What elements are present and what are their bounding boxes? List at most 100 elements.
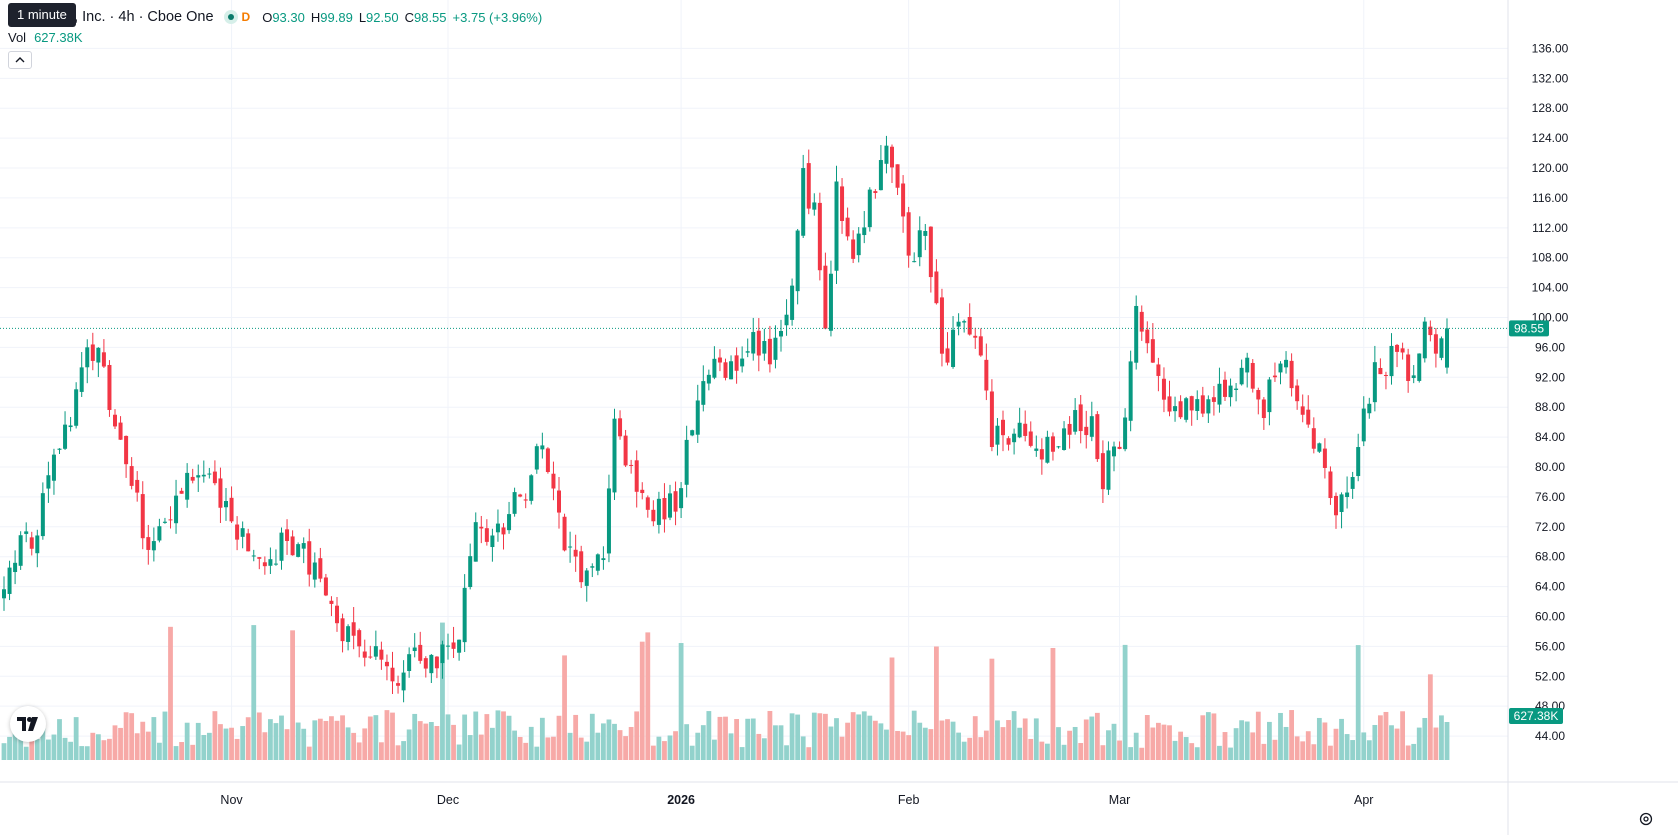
volume-bar — [478, 734, 484, 760]
chart-settings-button[interactable] — [1636, 809, 1656, 829]
candle — [268, 547, 273, 574]
volume-bar — [84, 746, 90, 760]
volume-bar — [262, 732, 268, 760]
candle — [1073, 398, 1078, 435]
volume-bar — [190, 744, 196, 760]
time-axis[interactable]: Nov Dec 2026 Feb Mar Apr — [0, 781, 1678, 807]
volume-bar — [811, 712, 817, 760]
volume-bar — [157, 742, 162, 760]
volume-bar — [1161, 724, 1167, 760]
candle — [562, 513, 567, 552]
market-status-icon[interactable] — [223, 10, 238, 24]
volume-bar — [295, 722, 301, 760]
volume-bar — [1106, 730, 1111, 760]
volume-bar — [1189, 743, 1195, 760]
candle — [246, 528, 251, 552]
candle — [401, 660, 406, 703]
volume-bar — [1089, 716, 1095, 760]
candle — [806, 149, 811, 215]
volume-bar — [384, 710, 390, 760]
candle — [140, 481, 145, 550]
candle — [762, 328, 767, 361]
candle — [29, 531, 34, 556]
volume-bar — [773, 725, 778, 760]
volume-bar — [1217, 745, 1222, 760]
volume-bar — [1100, 745, 1106, 760]
volume-bar — [1144, 715, 1150, 760]
volume-bar — [545, 737, 551, 760]
x-tick-label: Apr — [1354, 793, 1373, 807]
volume-label[interactable]: Vol — [8, 30, 27, 45]
volume-bar — [512, 730, 517, 760]
volume-bar — [551, 736, 556, 760]
volume-bar — [1006, 720, 1011, 760]
change-value: +3.75 (+3.96%) — [452, 9, 543, 25]
volume-bar — [972, 716, 978, 760]
candle — [201, 460, 206, 483]
candle — [113, 409, 117, 430]
candle — [1217, 367, 1222, 413]
volume-bar — [151, 717, 157, 760]
volume-bar — [745, 718, 751, 760]
volume-bar — [712, 739, 717, 760]
candle — [224, 487, 228, 521]
candle — [146, 524, 151, 565]
x-tick-label: Nov — [220, 793, 243, 807]
candle — [934, 259, 939, 305]
candle — [540, 432, 545, 459]
close-value: C98.55 — [404, 9, 447, 25]
volume-bar — [195, 722, 201, 760]
volume-bar — [490, 727, 495, 760]
volume-bar — [978, 737, 984, 760]
candle — [440, 640, 445, 679]
candle — [856, 227, 861, 263]
candle — [1211, 385, 1216, 416]
candle — [351, 607, 356, 650]
volume-bar — [689, 745, 695, 760]
volume-bar — [501, 711, 506, 760]
candle — [1106, 441, 1111, 495]
y-tick-label: 80.00 — [1535, 460, 1565, 474]
candle — [606, 474, 611, 563]
volume-bar — [673, 731, 678, 760]
candle — [812, 193, 817, 216]
candle — [473, 512, 478, 562]
exchange-badge[interactable]: D — [241, 10, 251, 24]
volume-bar — [756, 733, 762, 760]
candle — [1001, 410, 1005, 452]
candle — [579, 545, 584, 589]
candle — [346, 624, 351, 651]
candle — [851, 230, 856, 264]
volume-bar — [206, 732, 212, 760]
candle — [712, 346, 717, 380]
volume-bar — [1205, 712, 1211, 760]
candle — [717, 349, 722, 372]
last-price-label: 98.55 — [1514, 321, 1544, 335]
volume-bar — [1267, 721, 1272, 760]
candle — [357, 628, 362, 658]
candle — [529, 474, 534, 505]
y-tick-label: 56.00 — [1535, 639, 1565, 653]
y-tick-label: 104.00 — [1532, 281, 1569, 295]
volume-bar — [578, 737, 584, 760]
candle — [390, 651, 395, 695]
candle — [1234, 383, 1239, 402]
candle — [335, 596, 339, 632]
candle — [1028, 421, 1033, 448]
tradingview-logo-icon[interactable] — [10, 706, 46, 742]
candle — [251, 549, 256, 562]
candle — [484, 519, 489, 546]
candle — [418, 631, 423, 664]
volume-bar — [1272, 739, 1278, 760]
candle — [884, 135, 889, 174]
candle — [40, 482, 45, 540]
candle — [1150, 323, 1155, 363]
volume-bar — [1311, 744, 1317, 760]
candle — [784, 299, 789, 336]
collapse-legend-button[interactable] — [8, 51, 32, 69]
candle — [1417, 353, 1422, 383]
volume-bar — [723, 716, 728, 760]
price-axis[interactable]: 136.00 132.00 128.00 124.00 120.00 116.00 112.… — [1507, 0, 1569, 835]
volume-bar — [134, 733, 140, 760]
